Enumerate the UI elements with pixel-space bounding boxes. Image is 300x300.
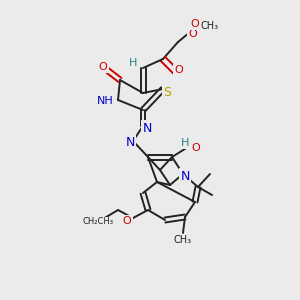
Text: CH₂CH₃: CH₂CH₃ — [82, 218, 113, 226]
Text: O: O — [198, 23, 206, 33]
Text: CH₃: CH₃ — [201, 21, 219, 31]
Text: O: O — [123, 216, 131, 226]
Text: O: O — [99, 62, 107, 72]
Text: S: S — [163, 85, 171, 98]
Text: N: N — [125, 136, 135, 149]
Text: NH: NH — [97, 96, 114, 106]
Text: O: O — [190, 23, 200, 33]
Text: CH₃: CH₃ — [174, 235, 192, 245]
Text: O: O — [175, 65, 183, 75]
Text: N: N — [142, 122, 152, 134]
Text: O: O — [189, 29, 197, 39]
Text: O: O — [190, 19, 200, 29]
Text: H: H — [129, 58, 137, 68]
Text: N: N — [180, 169, 190, 182]
Text: H: H — [181, 138, 189, 148]
Text: O: O — [192, 143, 200, 153]
